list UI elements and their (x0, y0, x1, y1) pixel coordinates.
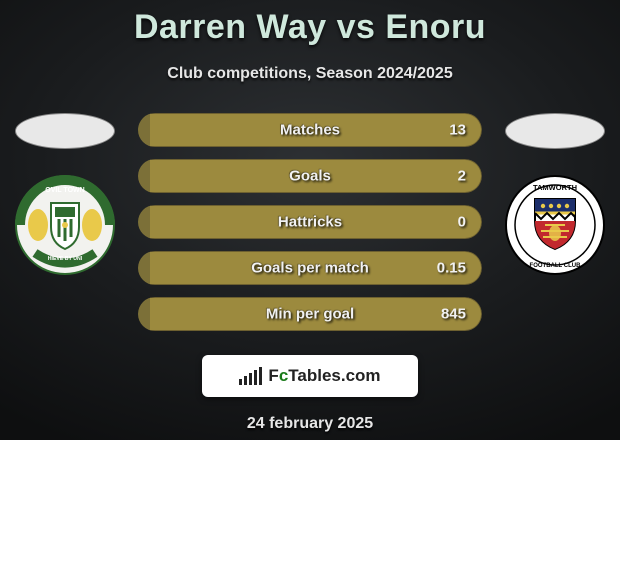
snapshot-date: 24 february 2025 (0, 415, 620, 433)
subtitle: Club competitions, Season 2024/2025 (0, 65, 620, 83)
stat-bar-goals: Goals 2 (138, 159, 482, 193)
bar-left-fill (138, 251, 150, 285)
bar-value-right: 0 (458, 214, 466, 231)
brand-suffix: Tables.com (288, 366, 380, 385)
brand-badge: FcTables.com (202, 355, 418, 397)
left-player-avatar (15, 113, 115, 149)
bar-label: Goals (289, 168, 331, 185)
chart-bars-icon (239, 367, 262, 385)
svg-text:FOOTBALL CLUB: FOOTBALL CLUB (530, 263, 582, 269)
brand-text: FcTables.com (268, 366, 380, 386)
bar-value-right: 2 (458, 168, 466, 185)
stat-bar-min-per-goal: Min per goal 845 (138, 297, 482, 331)
bar-label: Matches (280, 122, 340, 139)
bar-left-fill (138, 297, 150, 331)
bar-value-right: 0.15 (437, 260, 466, 277)
right-player-column: TAMWORTH FOOTBALL CLUB (500, 113, 610, 275)
svg-text:OVIL TOWN: OVIL TOWN (45, 187, 84, 194)
page-title: Darren Way vs Enoru (0, 0, 620, 47)
left-player-column: OVIL TOWN HIEVE BY UNI (10, 113, 120, 275)
blank-lower-region (0, 440, 620, 580)
tamworth-badge-icon: TAMWORTH FOOTBALL CLUB (505, 175, 605, 275)
bar-value-right: 13 (449, 122, 466, 139)
main-row: OVIL TOWN HIEVE BY UNI Matches (0, 113, 620, 331)
stat-bar-matches: Matches 13 (138, 113, 482, 147)
bar-left-fill (138, 205, 150, 239)
stat-bar-hattricks: Hattricks 0 (138, 205, 482, 239)
bar-label: Hattricks (278, 214, 342, 231)
right-player-avatar (505, 113, 605, 149)
stat-bars: Matches 13 Goals 2 Hattricks 0 Goals per… (138, 113, 482, 331)
brand-prefix: F (268, 366, 278, 385)
bar-left-fill (138, 113, 150, 147)
stat-bar-goals-per-match: Goals per match 0.15 (138, 251, 482, 285)
brand-c: c (279, 366, 288, 385)
bar-label: Min per goal (266, 306, 354, 323)
left-club-badge: OVIL TOWN HIEVE BY UNI (15, 175, 115, 275)
bar-label: Goals per match (251, 260, 369, 277)
svg-text:HIEVE BY UNI: HIEVE BY UNI (48, 256, 83, 262)
right-club-badge: TAMWORTH FOOTBALL CLUB (505, 175, 605, 275)
svg-text:TAMWORTH: TAMWORTH (533, 183, 577, 192)
bar-value-right: 845 (441, 306, 466, 323)
yeovil-badge-icon: OVIL TOWN HIEVE BY UNI (15, 175, 115, 275)
bar-left-fill (138, 159, 150, 193)
